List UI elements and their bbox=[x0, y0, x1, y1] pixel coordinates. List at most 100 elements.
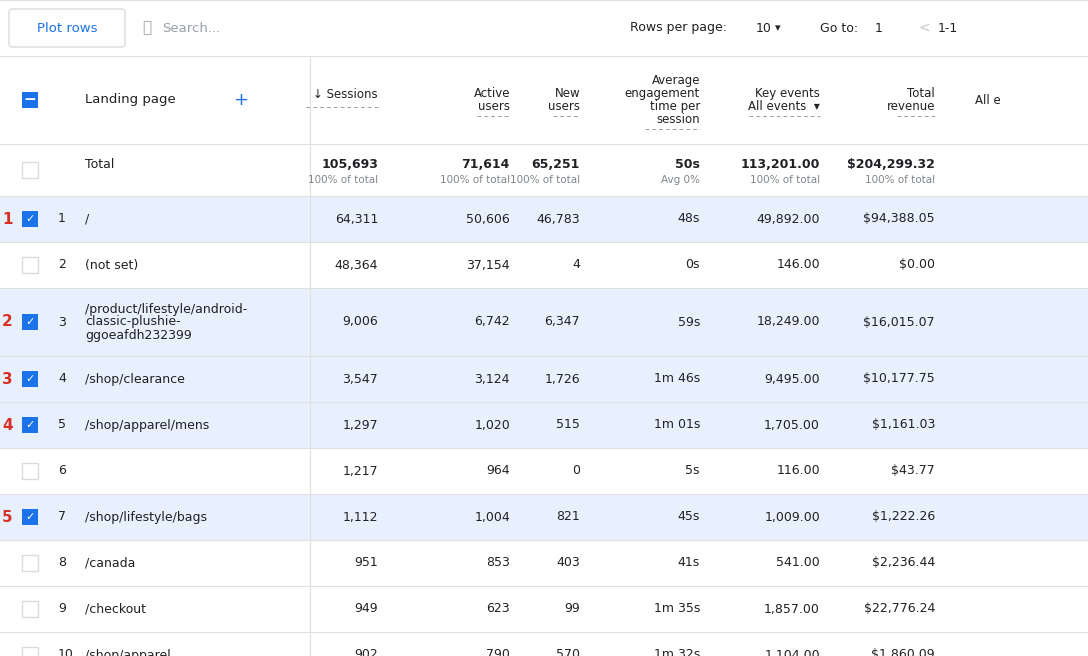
Text: engagement: engagement bbox=[625, 87, 700, 100]
Text: Key events: Key events bbox=[755, 87, 820, 100]
Text: 48s: 48s bbox=[678, 213, 700, 226]
Text: $2,236.44: $2,236.44 bbox=[871, 556, 935, 569]
Text: 100% of total: 100% of total bbox=[308, 175, 378, 185]
Text: $10,177.75: $10,177.75 bbox=[863, 373, 935, 386]
Text: 821: 821 bbox=[556, 510, 580, 523]
Text: 100% of total: 100% of total bbox=[440, 175, 510, 185]
Text: 59s: 59s bbox=[678, 316, 700, 329]
Text: 902: 902 bbox=[355, 649, 378, 656]
Bar bbox=[0, 402, 1088, 448]
Text: Total: Total bbox=[85, 157, 114, 171]
Bar bbox=[22, 417, 38, 433]
Text: ✓: ✓ bbox=[25, 420, 35, 430]
Bar bbox=[0, 196, 1088, 242]
FancyBboxPatch shape bbox=[9, 9, 125, 47]
Text: /checkout: /checkout bbox=[85, 602, 146, 615]
Text: (not set): (not set) bbox=[85, 258, 138, 272]
Text: 100% of total: 100% of total bbox=[865, 175, 935, 185]
Text: 2: 2 bbox=[58, 258, 66, 272]
Text: ✓: ✓ bbox=[25, 374, 35, 384]
Text: Avg 0%: Avg 0% bbox=[662, 175, 700, 185]
Text: 853: 853 bbox=[486, 556, 510, 569]
Text: 1,004: 1,004 bbox=[474, 510, 510, 523]
Text: /: / bbox=[85, 213, 89, 226]
Text: −: − bbox=[24, 92, 36, 108]
Text: 951: 951 bbox=[355, 556, 378, 569]
Text: 1,857.00: 1,857.00 bbox=[764, 602, 820, 615]
Text: 0s: 0s bbox=[685, 258, 700, 272]
Text: 100% of total: 100% of total bbox=[510, 175, 580, 185]
Text: 1,020: 1,020 bbox=[474, 419, 510, 432]
Text: 6,742: 6,742 bbox=[474, 316, 510, 329]
Text: ✓: ✓ bbox=[25, 317, 35, 327]
Text: 1: 1 bbox=[875, 22, 882, 35]
Text: Total: Total bbox=[907, 87, 935, 100]
Text: 48,364: 48,364 bbox=[334, 258, 378, 272]
Text: $1,222.26: $1,222.26 bbox=[871, 510, 935, 523]
Text: 790: 790 bbox=[486, 649, 510, 656]
Text: 113,201.00: 113,201.00 bbox=[741, 159, 820, 171]
Text: time per: time per bbox=[650, 100, 700, 113]
Text: 3: 3 bbox=[2, 371, 13, 386]
Text: 18,249.00: 18,249.00 bbox=[756, 316, 820, 329]
Text: 1: 1 bbox=[58, 213, 66, 226]
Text: 949: 949 bbox=[355, 602, 378, 615]
Text: ↓ Sessions: ↓ Sessions bbox=[313, 87, 378, 100]
Text: New: New bbox=[555, 87, 580, 100]
Bar bbox=[22, 463, 38, 479]
Text: 37,154: 37,154 bbox=[467, 258, 510, 272]
Text: users: users bbox=[548, 100, 580, 113]
Bar bbox=[22, 257, 38, 273]
Bar bbox=[22, 92, 38, 108]
Text: 4: 4 bbox=[2, 417, 13, 432]
Text: 146.00: 146.00 bbox=[777, 258, 820, 272]
Text: /product/lifestyle/android-: /product/lifestyle/android- bbox=[85, 302, 247, 316]
Text: 41s: 41s bbox=[678, 556, 700, 569]
Text: 45s: 45s bbox=[678, 510, 700, 523]
Text: 403: 403 bbox=[556, 556, 580, 569]
Text: Plot rows: Plot rows bbox=[37, 22, 97, 35]
Text: 100% of total: 100% of total bbox=[750, 175, 820, 185]
Text: /canada: /canada bbox=[85, 556, 135, 569]
Text: 1m 46s: 1m 46s bbox=[654, 373, 700, 386]
Text: Rows per page:: Rows per page: bbox=[630, 22, 727, 35]
Text: 1,297: 1,297 bbox=[343, 419, 378, 432]
Text: 515: 515 bbox=[556, 419, 580, 432]
Text: 570: 570 bbox=[556, 649, 580, 656]
Bar bbox=[22, 647, 38, 656]
Text: 10: 10 bbox=[58, 649, 74, 656]
Text: ▾: ▾ bbox=[775, 23, 780, 33]
Text: /shop/apparel/mens: /shop/apparel/mens bbox=[85, 419, 209, 432]
Text: /shop/clearance: /shop/clearance bbox=[85, 373, 185, 386]
Text: 9: 9 bbox=[58, 602, 66, 615]
Text: 99: 99 bbox=[565, 602, 580, 615]
Bar bbox=[0, 494, 1088, 540]
Text: 1m 32s: 1m 32s bbox=[654, 649, 700, 656]
Text: classic-plushie-: classic-plushie- bbox=[85, 316, 181, 329]
Text: 541.00: 541.00 bbox=[776, 556, 820, 569]
Bar bbox=[22, 162, 38, 178]
Text: 3,124: 3,124 bbox=[474, 373, 510, 386]
Text: $0.00: $0.00 bbox=[899, 258, 935, 272]
Text: 50,606: 50,606 bbox=[467, 213, 510, 226]
Text: 50s: 50s bbox=[676, 159, 700, 171]
Text: 1,217: 1,217 bbox=[343, 464, 378, 478]
Text: ✓: ✓ bbox=[25, 512, 35, 522]
Text: $43.77: $43.77 bbox=[891, 464, 935, 478]
Text: 623: 623 bbox=[486, 602, 510, 615]
Text: 1,705.00: 1,705.00 bbox=[764, 419, 820, 432]
Text: $22,776.24: $22,776.24 bbox=[864, 602, 935, 615]
Text: 116.00: 116.00 bbox=[777, 464, 820, 478]
Text: ggoeafdh232399: ggoeafdh232399 bbox=[85, 329, 191, 342]
Text: 1: 1 bbox=[2, 211, 12, 226]
Text: <: < bbox=[918, 21, 929, 35]
Text: All e: All e bbox=[975, 94, 1001, 106]
Text: $94,388.05: $94,388.05 bbox=[864, 213, 935, 226]
Text: 10: 10 bbox=[756, 22, 771, 35]
Text: ✓: ✓ bbox=[25, 214, 35, 224]
Text: 5s: 5s bbox=[685, 464, 700, 478]
Text: 64,311: 64,311 bbox=[335, 213, 378, 226]
Text: 0: 0 bbox=[572, 464, 580, 478]
Text: +: + bbox=[233, 91, 248, 109]
Text: 65,251: 65,251 bbox=[532, 159, 580, 171]
